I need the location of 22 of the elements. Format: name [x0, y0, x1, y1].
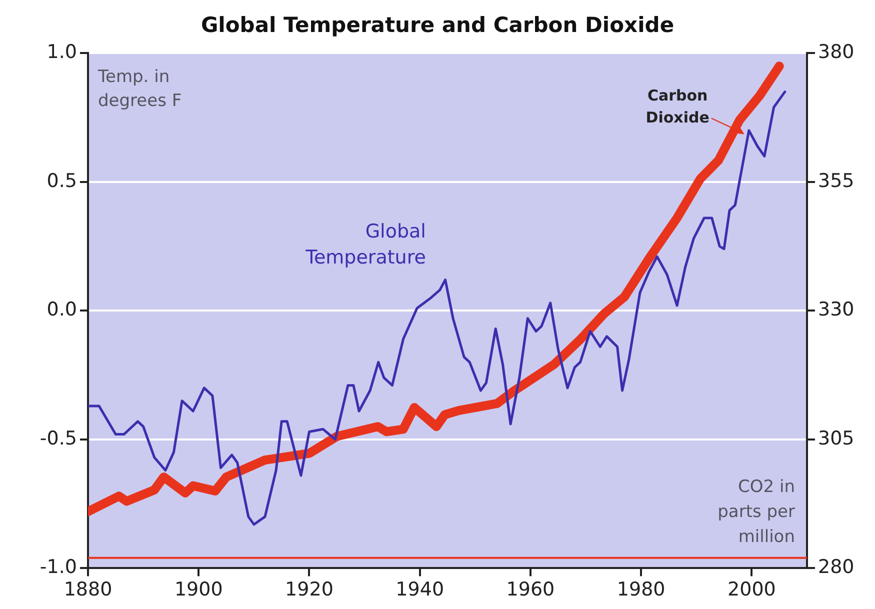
chart-title: Global Temperature and Carbon Dioxide: [200, 13, 674, 38]
y-tick-label: -1.0: [40, 556, 77, 578]
y2-tick-label: 380: [818, 41, 854, 64]
x-tick-label: 1880: [64, 578, 112, 601]
x-tick-label: 2000: [728, 578, 776, 601]
y-axis-title: Temp. in degrees F: [97, 67, 182, 112]
series-label: Global Temperature: [304, 220, 426, 269]
y-tick-label: 0.0: [46, 298, 77, 321]
x-tick-label: 1920: [285, 578, 334, 601]
y-tick-label: 1.0: [46, 41, 77, 64]
x-tick-label: 1960: [506, 578, 555, 601]
x-tick-label: 1980: [616, 578, 666, 601]
series-label: Carbon Dioxide: [646, 86, 710, 127]
x-tick-label: 1940: [396, 578, 444, 601]
y-tick-label: 0.5: [46, 170, 77, 192]
y2-tick-label: 280: [818, 556, 854, 578]
y2-axis-title: CO2 in parts per million: [718, 477, 795, 548]
x-tick-label: 1900: [174, 578, 223, 601]
y2-tick-label: 305: [818, 427, 854, 450]
y2-tick-label: 330: [818, 298, 854, 321]
y2-tick-label: 355: [818, 170, 854, 192]
y-tick-label: -0.5: [40, 427, 77, 450]
